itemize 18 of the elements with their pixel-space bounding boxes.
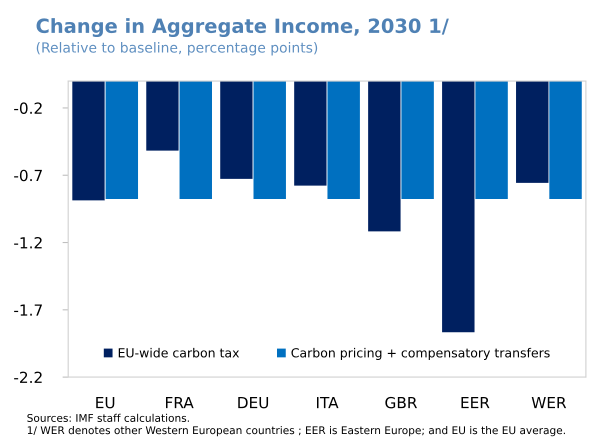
y-tick-label: -0.7 <box>14 170 42 182</box>
chart-title: Change in Aggregate Income, 2030 1/ <box>36 18 449 38</box>
legend-label: Carbon pricing + compensatory transfers <box>291 348 550 360</box>
text: 1/ WER denotes other Western European countries ; EER is Eastern Europe; and EU is the EU average. <box>28 426 565 436</box>
x-tick-label: DEU <box>238 397 268 408</box>
y-tick-label: -1.7 <box>14 304 42 316</box>
x-tick-label: ITA <box>316 397 338 408</box>
x-tick-label: WER <box>532 397 566 408</box>
y-tick-label: -0.2 <box>14 102 42 114</box>
x-tick-label: EU <box>96 397 114 408</box>
x-tick-label: EER <box>461 397 490 408</box>
chart-subtitle: (Relative to baseline, percentage points) <box>36 42 318 56</box>
source-note: Sources: IMF staff calculations. <box>27 414 189 422</box>
x-tick-label: FRA <box>166 397 194 408</box>
y-tick-label: -2.2 <box>14 372 42 383</box>
y-tick-label: -1.2 <box>14 237 42 248</box>
x-tick-label: GBR <box>385 396 418 408</box>
legend-label: EU-wide carbon tax <box>118 348 240 358</box>
